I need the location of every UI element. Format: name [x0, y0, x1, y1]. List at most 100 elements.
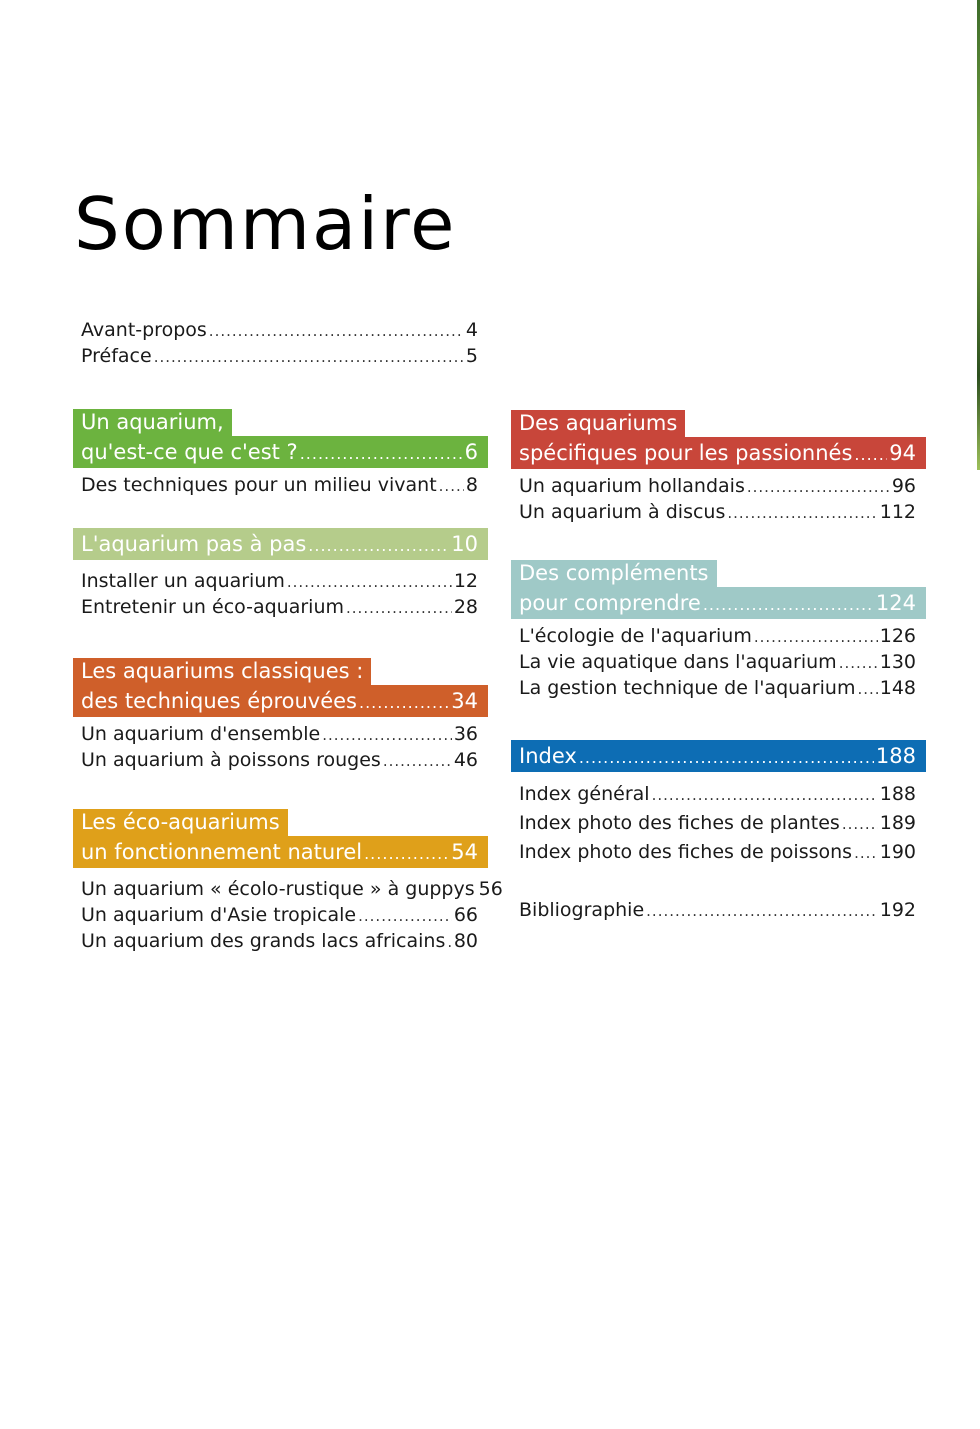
toc-entry-avant-propos[interactable]: Avant-propos 4	[73, 317, 488, 343]
section-heading-label: des techniques éprouvées	[81, 689, 357, 713]
toc-entry-page: 28	[453, 596, 478, 618]
toc-entry-label: Index photo des fiches de plantes	[519, 812, 840, 834]
toc-entry[interactable]: Un aquarium d'ensemble 36	[73, 721, 488, 747]
toc-entry-label: Installer un aquarium	[81, 570, 285, 592]
toc-entry[interactable]: Un aquarium des grands lacs africains 80	[73, 928, 488, 954]
toc-entry[interactable]: Index photo des fiches de poissons 190	[511, 838, 926, 867]
section-heading-line2: Index 188	[511, 740, 926, 772]
section-heading-page: 54	[451, 840, 478, 864]
toc-entry-label: Un aquarium hollandais	[519, 475, 745, 497]
section-heading-line2: spécifiques pour les passionnés 94	[511, 437, 926, 469]
section-heading-page: 94	[889, 441, 916, 465]
leader-dots	[579, 742, 874, 774]
toc-entry[interactable]: Des techniques pour un milieu vivant 8	[73, 472, 488, 498]
leader-dots	[703, 589, 874, 621]
toc-entry-label: Un aquarium « écolo-rustique » à guppys	[81, 878, 475, 900]
leader-dots	[346, 595, 452, 621]
toc-entry[interactable]: Un aquarium hollandais 96	[511, 473, 926, 499]
toc-entry[interactable]: L'écologie de l'aquarium 126	[511, 623, 926, 649]
leader-dots	[383, 748, 452, 774]
toc-entry[interactable]: Entretenir un éco-aquarium 28	[73, 594, 488, 620]
toc-entry-label: Un aquarium à discus	[519, 501, 726, 523]
section-aquariums-classiques: Les aquariums classiques : des technique…	[73, 658, 488, 773]
bibliography: Bibliographie 192	[511, 897, 926, 923]
section-heading[interactable]: Des aquariums spécifiques pour les passi…	[511, 410, 926, 469]
toc-entry-label: Préface	[81, 345, 152, 367]
toc-entry[interactable]: La gestion technique de l'aquarium 148	[511, 675, 926, 701]
toc-entry-page: 190	[879, 841, 916, 863]
leader-dots	[209, 318, 464, 344]
toc-entry-page: 5	[465, 345, 478, 367]
section-heading-line1: Un aquarium,	[73, 409, 232, 436]
leader-dots	[857, 676, 877, 702]
toc-entry[interactable]: Un aquarium d'Asie tropicale 66	[73, 902, 488, 928]
toc-entry[interactable]: Index photo des fiches de plantes 189	[511, 809, 926, 838]
section-heading-label: Index	[519, 744, 577, 768]
toc-entry-page: 192	[879, 899, 916, 921]
toc-entry[interactable]: Un aquarium « écolo-rustique » à guppys …	[73, 876, 503, 902]
leader-dots	[652, 781, 878, 810]
toc-entry-preface[interactable]: Préface 5	[73, 343, 488, 369]
section-heading-line2: pour comprendre 124	[511, 587, 926, 619]
toc-entry[interactable]: Un aquarium à poissons rouges 46	[73, 747, 488, 773]
section-heading-page: 34	[451, 689, 478, 713]
leader-dots	[842, 810, 878, 839]
toc-entry-page: 56	[478, 878, 503, 900]
toc-entry-page: 12	[453, 570, 478, 592]
leader-dots	[439, 473, 464, 499]
section-heading-label: qu'est-ce que c'est ?	[81, 440, 298, 464]
toc-entry-label: Un aquarium d'Asie tropicale	[81, 904, 357, 926]
section-complements: Des compléments pour comprendre 124 L'éc…	[511, 560, 926, 701]
leader-dots	[447, 929, 451, 955]
leader-dots	[154, 344, 464, 370]
section-heading[interactable]: Les aquariums classiques : des technique…	[73, 658, 488, 717]
section-heading-line1: Des compléments	[511, 560, 717, 587]
leader-dots	[727, 500, 877, 526]
toc-entry-page: 189	[879, 812, 916, 834]
section-heading[interactable]: Les éco-aquariums un fonctionnement natu…	[73, 809, 488, 868]
toc-entry-label: Un aquarium à poissons rouges	[81, 749, 381, 771]
toc-entry-label: Un aquarium d'ensemble	[81, 723, 321, 745]
toc-entry-label: Entretenir un éco-aquarium	[81, 596, 345, 618]
leader-dots	[359, 687, 449, 719]
toc-entry[interactable]: Un aquarium à discus 112	[511, 499, 926, 525]
toc-entry-page: 96	[891, 475, 916, 497]
leader-dots	[754, 624, 878, 650]
toc-entry[interactable]: La vie aquatique dans l'aquarium 130	[511, 649, 926, 675]
toc-entry-page: 188	[879, 783, 916, 805]
section-index: Index 188 Index général 188 Index photo …	[511, 740, 926, 867]
toc-entry-page: 126	[879, 625, 916, 647]
section-heading-label: L'aquarium pas à pas	[81, 532, 307, 556]
section-heading-line2: qu'est-ce que c'est ? 6	[73, 436, 488, 468]
section-heading-page: 188	[875, 744, 916, 768]
section-heading[interactable]: L'aquarium pas à pas 10	[73, 528, 488, 560]
section-heading[interactable]: Un aquarium, qu'est-ce que c'est ? 6	[73, 409, 488, 468]
section-aquariums-specifiques: Des aquariums spécifiques pour les passi…	[511, 410, 926, 525]
section-heading-label: pour comprendre	[519, 591, 701, 615]
leader-dots	[308, 530, 449, 562]
section-heading-line1: Des aquariums	[511, 410, 686, 437]
toc-entry-page: 46	[453, 749, 478, 771]
section-heading[interactable]: Des compléments pour comprendre 124	[511, 560, 926, 619]
toc-entry-label: La vie aquatique dans l'aquarium	[519, 651, 837, 673]
toc-entry-page: 130	[879, 651, 916, 673]
toc-entry-bibliographie[interactable]: Bibliographie 192	[511, 897, 926, 923]
section-heading-label: spécifiques pour les passionnés	[519, 441, 853, 465]
section-heading-line1: Les éco-aquariums	[73, 809, 288, 836]
toc-entry-label: Des techniques pour un milieu vivant	[81, 474, 437, 496]
section-heading-label: un fonctionnement naturel	[81, 840, 363, 864]
toc-entry-page: 112	[879, 501, 916, 523]
intro-list: Avant-propos 4 Préface 5	[73, 317, 488, 369]
section-heading-page: 10	[451, 532, 478, 556]
section-heading-page: 6	[464, 440, 478, 464]
toc-entry[interactable]: Index général 188	[511, 780, 926, 809]
section-heading[interactable]: Index 188	[511, 740, 926, 772]
toc-entry-page: 8	[465, 474, 478, 496]
toc-entry-label: La gestion technique de l'aquarium	[519, 677, 856, 699]
leader-dots	[300, 438, 463, 470]
toc-entry[interactable]: Installer un aquarium 12	[73, 568, 488, 594]
leader-dots	[322, 722, 452, 748]
toc-entry-label: Un aquarium des grands lacs africains	[81, 930, 446, 952]
section-heading-line1: Les aquariums classiques :	[73, 658, 372, 685]
section-heading-line2: L'aquarium pas à pas 10	[73, 528, 488, 560]
